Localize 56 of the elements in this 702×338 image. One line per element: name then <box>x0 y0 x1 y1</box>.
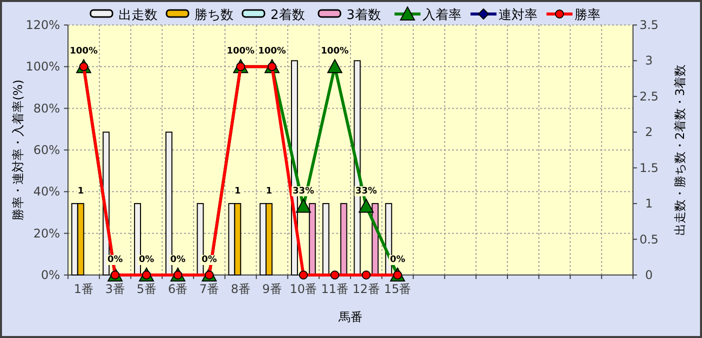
legend-label: 出走数 <box>118 8 158 23</box>
x-tick-label: 11番 <box>321 282 348 296</box>
legend-label: 連対率 <box>498 7 538 23</box>
y-tick-label: 0% <box>40 268 60 282</box>
x-tick-label: 5番 <box>136 282 156 296</box>
data-label: 1 <box>234 186 241 197</box>
data-label: 0% <box>202 255 217 265</box>
y2-axis-title: 出走数・勝ち数・2着数・3着数 <box>673 64 687 236</box>
y2-tick-label: 2.5 <box>639 89 659 104</box>
x-axis-title: 馬番 <box>338 310 362 324</box>
x-tick-label: 10番 <box>290 282 318 296</box>
x-tick-label: 7番 <box>199 282 220 296</box>
point <box>362 270 371 280</box>
y2-tick-label: 0.5 <box>639 232 659 246</box>
x-tick-label: 12番 <box>352 282 380 296</box>
data-label: 100% <box>320 46 349 57</box>
point <box>327 59 342 74</box>
data-label: 33% <box>355 186 377 196</box>
x-tick-label: 15番 <box>384 282 412 296</box>
x-tick-label: 6番 <box>168 282 188 296</box>
y-tick-label: 120% <box>26 18 60 32</box>
y2-tick-label: 2 <box>645 125 653 140</box>
y2-tick-label: 3 <box>645 54 653 68</box>
y2-tick-label: 0 <box>645 268 653 282</box>
legend-label: 3着数 <box>346 7 381 23</box>
data-label: 100% <box>226 46 255 57</box>
point <box>296 198 311 213</box>
data-label: 0% <box>390 255 406 265</box>
y-tick-label: 80% <box>33 101 60 116</box>
data-label: 1 <box>266 186 272 197</box>
y-tick-label: 60% <box>33 143 60 157</box>
y2-tick-label: 1.5 <box>639 160 659 175</box>
data-label: 0% <box>107 255 123 265</box>
data-label: 0% <box>138 255 154 265</box>
y-tick-label: 100% <box>26 60 60 74</box>
y2-tick-label: 3.5 <box>639 18 659 32</box>
x-tick-label: 3番 <box>105 282 125 296</box>
legend-label: 2着数 <box>270 7 305 23</box>
y-tick-label: 20% <box>33 226 60 240</box>
y2-tick-label: 1 <box>645 196 653 211</box>
point <box>358 198 374 213</box>
data-label: 0% <box>170 255 186 265</box>
y-axis-title: 勝率・連対率・入着率(%) <box>11 80 25 220</box>
point <box>298 270 308 280</box>
x-tick-label: 1番 <box>74 282 94 296</box>
x-tick-label: 8番 <box>230 282 250 296</box>
data-label: 100% <box>70 46 98 57</box>
legend-label: 入着率 <box>422 7 462 23</box>
data-label: 33% <box>292 186 314 196</box>
legend-label: 勝率 <box>574 7 600 23</box>
data-label: 100% <box>258 46 286 57</box>
x-tick-label: 9番 <box>262 282 282 296</box>
y-tick-label: 40% <box>33 184 60 199</box>
data-label: 1 <box>78 186 84 197</box>
legend-label: 勝ち数 <box>194 8 234 23</box>
point <box>330 270 340 280</box>
